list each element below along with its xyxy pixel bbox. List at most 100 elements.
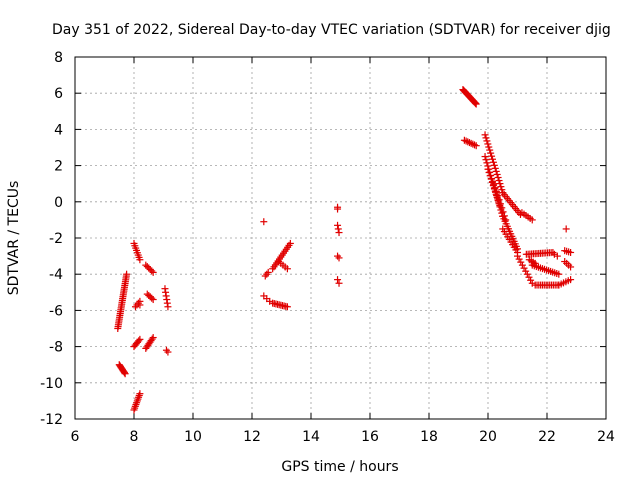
x-tick-label: 18 (420, 429, 438, 445)
data-point (149, 296, 157, 304)
data-point (485, 169, 493, 177)
data-point (136, 256, 144, 264)
data-point (136, 390, 144, 398)
y-tick-label: 6 (54, 86, 63, 102)
y-tick-label: -2 (49, 231, 63, 247)
data-point (496, 200, 504, 208)
data-point (121, 370, 129, 378)
data-point (472, 99, 480, 107)
data-point (123, 270, 131, 278)
y-tick-label: 0 (54, 195, 63, 211)
y-axis-label: SDTVAR / TECUs (6, 181, 22, 296)
y-tick-label: -6 (49, 303, 63, 319)
data-point (523, 270, 531, 278)
data-point (469, 140, 477, 148)
data-point (334, 205, 342, 213)
x-tick-label: 20 (479, 429, 497, 445)
x-tick-label: 16 (361, 429, 379, 445)
data-point (481, 131, 489, 139)
x-tick-label: 22 (538, 429, 556, 445)
data-point (517, 258, 525, 266)
data-point (553, 252, 561, 260)
x-tick-labels: 6 8 10 12 14 16 18 20 22 24 (71, 429, 615, 445)
y-tick-label: -12 (40, 412, 63, 428)
data-point (260, 218, 268, 226)
data-point (467, 139, 475, 147)
data-point (483, 159, 491, 167)
data-point (498, 186, 506, 194)
data-point (494, 192, 502, 200)
data-point (481, 153, 489, 161)
x-tick-label: 6 (71, 429, 80, 445)
data-point (567, 263, 575, 271)
data-point (465, 139, 473, 147)
data-point (148, 267, 156, 275)
y-tick-label: -8 (49, 340, 63, 356)
y-tick-labels: -12 -10 -8 -6 -4 -2 0 2 4 6 8 (40, 50, 63, 428)
data-point (488, 152, 496, 160)
data-point (335, 279, 343, 287)
chart-title: Day 351 of 2022, Sidereal Day-to-day VTE… (52, 22, 611, 38)
data-point (482, 156, 490, 164)
data-point (514, 252, 521, 260)
y-tick-label: -10 (40, 376, 63, 392)
data-point (567, 248, 575, 256)
data-point (525, 273, 533, 281)
x-tick-label: 14 (302, 429, 320, 445)
axis-ticks (74, 56, 607, 420)
data-point (162, 346, 170, 354)
data-point (460, 136, 468, 144)
data-point (494, 174, 502, 182)
data-point (485, 143, 493, 151)
data-point (502, 216, 510, 224)
data-point (164, 303, 172, 311)
x-axis-label: GPS time / hours (281, 459, 398, 475)
data-point (518, 261, 526, 269)
data-point (148, 335, 156, 343)
data-point (286, 239, 294, 247)
data-point (472, 142, 480, 150)
data-point (549, 248, 557, 256)
data-point (482, 134, 490, 142)
data-point (496, 180, 504, 188)
data-point (149, 268, 157, 276)
data-point (489, 155, 497, 163)
data-point (462, 137, 470, 145)
data-point (495, 196, 503, 204)
data-point (493, 188, 501, 196)
data-point (335, 229, 343, 237)
data-point (489, 158, 497, 166)
data-point (499, 208, 507, 216)
data-point (493, 170, 501, 178)
data-point (148, 294, 156, 302)
data-point (149, 334, 157, 342)
data-point (488, 178, 496, 186)
data-point (490, 161, 498, 169)
data-point (164, 348, 172, 356)
data-point (492, 167, 500, 175)
data-point (483, 137, 491, 145)
data-point (491, 164, 499, 172)
data-point (527, 276, 535, 284)
data-point (500, 212, 508, 220)
data-point (484, 140, 492, 148)
data-point (334, 221, 342, 229)
data-point (486, 172, 494, 180)
data-point (263, 270, 271, 278)
data-point (471, 99, 479, 107)
data-point (120, 369, 128, 377)
data-point (490, 180, 498, 188)
y-tick-label: 4 (54, 122, 63, 138)
data-point (555, 270, 563, 278)
data-point (135, 337, 143, 345)
y-tick-label: 2 (54, 159, 63, 175)
data-point (472, 100, 480, 108)
data-point (283, 303, 291, 311)
data-point (497, 183, 505, 191)
data-point (495, 177, 503, 185)
data-point (487, 149, 495, 157)
y-tick-label: 8 (54, 50, 63, 66)
grid-lines (75, 57, 606, 419)
y-tick-label: -4 (49, 267, 63, 283)
x-tick-label: 8 (130, 429, 139, 445)
